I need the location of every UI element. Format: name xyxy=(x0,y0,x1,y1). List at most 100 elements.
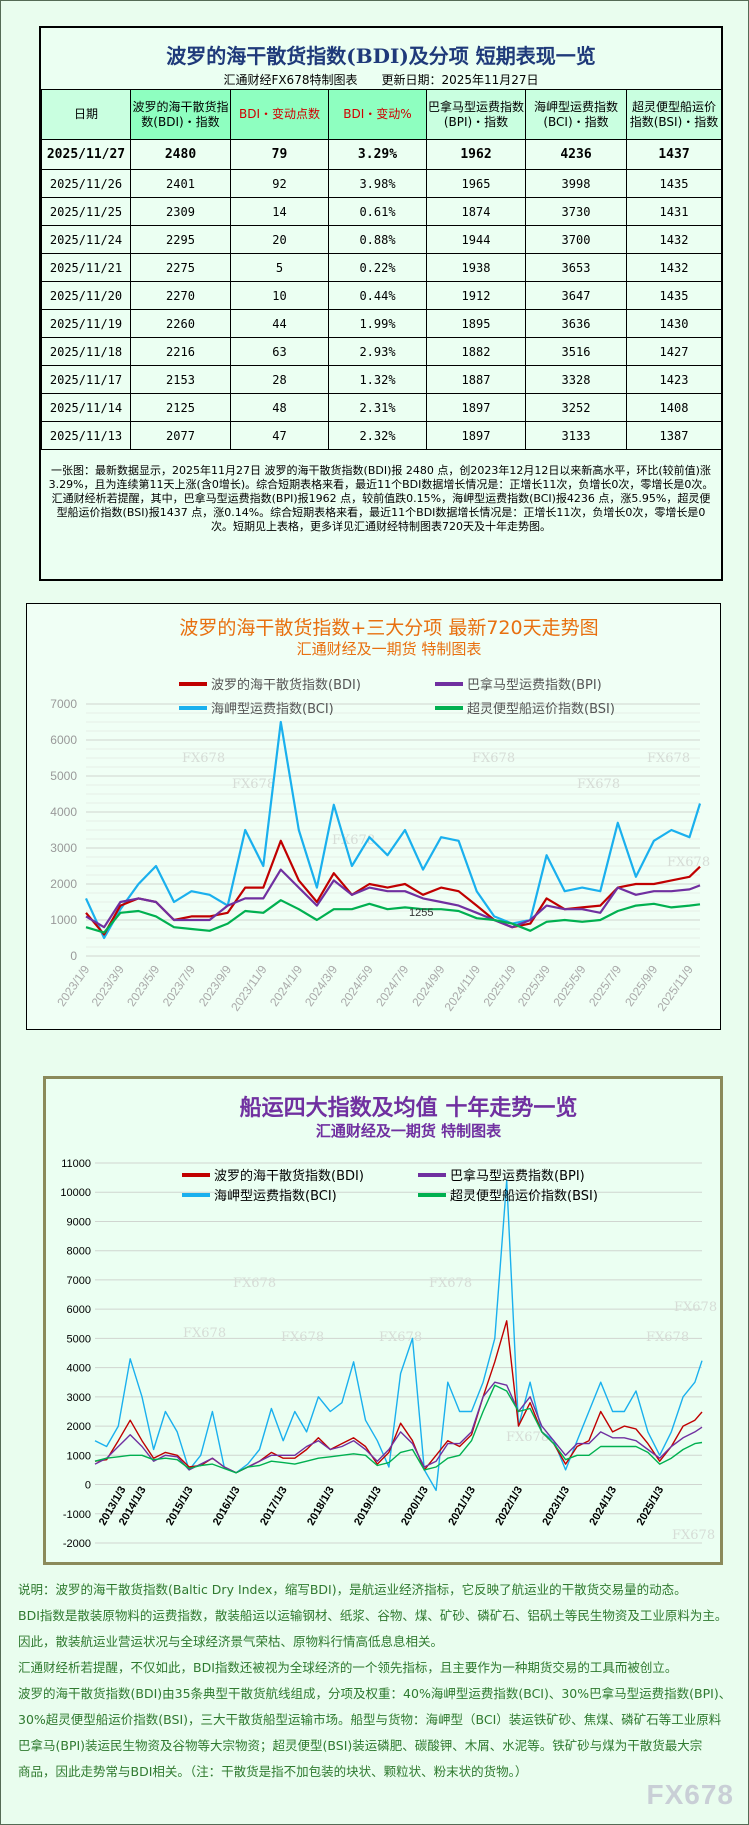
notes: 说明：波罗的海干散货指数(Baltic Dry Index，缩写BDI)，是航运… xyxy=(18,1577,748,1785)
y-tick-label: 3000 xyxy=(67,1392,91,1404)
table-cell: 2125 xyxy=(130,393,231,422)
table-row: 2025/11/19 2260 44 1.99% 1895 3636 1430 xyxy=(41,309,722,338)
y-tick-label: -1000 xyxy=(63,1509,91,1521)
legend-label: 海岬型运费指数(BCI) xyxy=(214,1189,337,1204)
legend-label: 巴拿马型运费指数(BPI) xyxy=(467,677,602,693)
x-tick-label: 2023/3/9 xyxy=(89,962,127,1009)
x-tick-label: 2023/1/9 xyxy=(54,962,92,1009)
y-tick-label: 7000 xyxy=(67,1275,91,1287)
y-tick-label: 2000 xyxy=(50,877,77,891)
y-tick-label: 3000 xyxy=(50,841,77,855)
table-cell: 47 xyxy=(230,421,329,450)
table-cell: 2025/11/14 xyxy=(41,393,131,422)
x-tick-label: 2024/7/9 xyxy=(373,962,411,1009)
chart-subtitle: 汇通财经及一期货 特制图表 xyxy=(316,1122,502,1140)
table-cell: 1912 xyxy=(426,281,526,310)
source-label: 汇通财经FX678特制图表 xyxy=(223,73,358,87)
table-cell: 1895 xyxy=(426,309,526,338)
table-cell: 2025/11/17 xyxy=(41,365,131,394)
x-tick-label: 2019/1/3 xyxy=(352,1485,384,1528)
table-cell: 1965 xyxy=(426,169,526,198)
table-cell: 1435 xyxy=(626,281,722,310)
table-cell: 0.61% xyxy=(328,197,427,226)
chart-title: 波罗的海干散货指数+三大分项 最新720天走势图 xyxy=(179,617,598,639)
series-line-bci xyxy=(94,1179,703,1492)
table-cell: 3998 xyxy=(525,169,627,198)
table-row: 2025/11/17 2153 28 1.32% 1887 3328 1423 xyxy=(41,365,722,394)
table-row: 2025/11/27 2480 79 3.29% 1962 4236 1437 xyxy=(41,139,722,170)
watermark-text: FX678 xyxy=(183,1326,226,1341)
x-tick-label: 2023/9/9 xyxy=(196,962,234,1009)
note-line: 30%超灵便型船运价指数(BSI)，三大干散货船型运输市场。船型与货物：海岬型（… xyxy=(18,1712,722,1727)
y-tick-label: 5000 xyxy=(67,1333,91,1345)
table-cell: 1.99% xyxy=(328,309,427,338)
table-row: 2025/11/24 2295 20 0.88% 1944 3700 1432 xyxy=(41,225,722,254)
table-cell: 1882 xyxy=(426,337,526,366)
x-tick-label: 2023/1/3 xyxy=(540,1485,572,1528)
summary-text: 一张图：最新数据显示，2025年11月27日 波罗的海干散货指数(BDI)报 2… xyxy=(48,464,714,533)
table-cell: 3252 xyxy=(525,393,627,422)
note-line: BDI指数是散装原物料的运费指数，散装船运以运输钢材、纸浆、谷物、煤、矿砂、磷矿… xyxy=(18,1608,728,1623)
table-cell: 3133 xyxy=(525,421,627,450)
table-cell: 1431 xyxy=(626,197,722,226)
watermark-text: FX678 xyxy=(281,1330,324,1345)
table-cell: 2025/11/21 xyxy=(41,253,131,282)
y-tick-label: -2000 xyxy=(63,1538,91,1550)
chart-ten-year: 船运四大指数及均值 十年走势一览 汇通财经及一期货 特制图表 -2000 -1000 0… xyxy=(43,1076,723,1565)
x-tick-label: 2023/11/9 xyxy=(228,962,270,1013)
note-line: 汇通财经析若提醒，不仅如此，BDI指数还被视为全球经济的一个领先指标，且主要作为… xyxy=(18,1660,678,1675)
y-tick-label: 7000 xyxy=(50,697,77,711)
watermark-text: FX678 xyxy=(182,751,225,766)
table-cell: 2025/11/20 xyxy=(41,281,131,310)
table-cell: 1437 xyxy=(626,139,722,170)
series-line-bsi xyxy=(94,1384,703,1474)
x-tick-label: 2024/9/9 xyxy=(409,962,447,1009)
table-subtitle: 汇通财经FX678特制图表 更新日期：2025年11月27日 xyxy=(41,71,721,88)
x-tick-label: 2024/1/3 xyxy=(587,1485,619,1528)
x-tick-label: 2016/1/3 xyxy=(211,1485,243,1528)
update-date: 更新日期：2025年11月27日 xyxy=(381,73,539,87)
table-row: 2025/11/26 2401 92 3.98% 1965 3998 1435 xyxy=(41,169,722,198)
chart-subtitle: 汇通财经及一期货 特制图表 xyxy=(297,640,482,658)
column-header: BDI・变动% xyxy=(328,89,427,140)
bdi-table-panel: 波罗的海干散货指数(BDI)及分项 短期表现一览 汇通财经FX678特制图表 更新… xyxy=(39,26,723,581)
table-cell: 1432 xyxy=(626,253,722,282)
table-cell: 1432 xyxy=(626,225,722,254)
table-cell: 1387 xyxy=(626,421,722,450)
x-tick-label: 2015/1/3 xyxy=(164,1485,196,1528)
note-line: 波罗的海干散货指数(BDI)由35条典型干散货航线组成，分项及权重：40%海岬型… xyxy=(18,1686,732,1701)
note-line: 巴拿马(BPI)装运民生物资及谷物等大宗物资；超灵便型(BSI)装运磷肥、碳酸钾… xyxy=(18,1738,703,1753)
table-cell: 2025/11/13 xyxy=(41,421,131,450)
watermark-text: FX678 xyxy=(233,1276,276,1291)
table-cell: 2270 xyxy=(130,281,231,310)
x-tick-label: 2022/1/3 xyxy=(493,1485,525,1528)
column-header: 波罗的海干散货指数(BDI)・指数 xyxy=(130,89,231,140)
y-tick-label: 10000 xyxy=(60,1187,91,1199)
table-cell: 3647 xyxy=(525,281,627,310)
watermark-text: FX678 xyxy=(667,855,710,870)
x-tick-label: 2024/5/9 xyxy=(338,962,376,1009)
y-tick-label: 6000 xyxy=(50,733,77,747)
bdi-table: 日期 波罗的海干散货指数(BDI)・指数 BDI・变动点数 BDI・变动% 巴拿马型运费… xyxy=(41,89,722,450)
note-line: 因此，散装航运业营运状况与全球经济景气荣枯、原物料行情高低息息相关。 xyxy=(18,1634,444,1649)
x-tick-label: 2017/1/3 xyxy=(258,1485,290,1528)
chart-720-day: 波罗的海干散货指数+三大分项 最新720天走势图 汇通财经及一期货 特制图表 0 10… xyxy=(26,603,721,1030)
table-row: 2025/11/14 2125 48 2.31% 1897 3252 1408 xyxy=(41,393,722,422)
table-cell: 1427 xyxy=(626,337,722,366)
table-cell: 2295 xyxy=(130,225,231,254)
table-cell: 14 xyxy=(230,197,329,226)
table-cell: 3516 xyxy=(525,337,627,366)
table-cell: 2401 xyxy=(130,169,231,198)
table-cell: 10 xyxy=(230,281,329,310)
table-cell: 63 xyxy=(230,337,329,366)
table-cell: 4236 xyxy=(525,139,627,170)
table-cell: 48 xyxy=(230,393,329,422)
y-tick-label: 1000 xyxy=(50,913,77,927)
table-cell: 2260 xyxy=(130,309,231,338)
x-tick-label: 2021/1/3 xyxy=(446,1485,478,1528)
table-cell: 2025/11/24 xyxy=(41,225,131,254)
table-cell: 2025/11/25 xyxy=(41,197,131,226)
watermark-text: FX678 xyxy=(232,777,275,792)
table-row: 2025/11/21 2275 5 0.22% 1938 3653 1432 xyxy=(41,253,722,282)
